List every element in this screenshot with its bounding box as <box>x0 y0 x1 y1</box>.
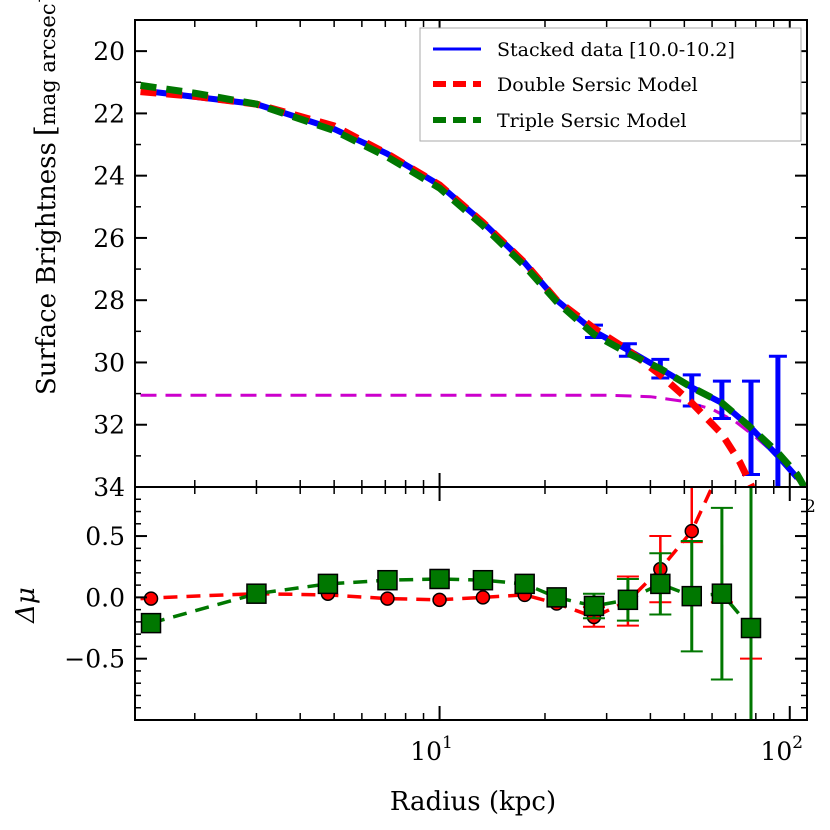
legend-box <box>419 27 802 142</box>
ytick-label: 0.0 <box>85 583 125 612</box>
triple-resid-point <box>246 583 267 604</box>
top-ylabel-unit: mag arcsec <box>36 3 60 125</box>
double-resid-point <box>380 591 395 606</box>
xtick-exp: 2 <box>792 733 803 753</box>
legend-label-triple: Triple Sersic Model <box>497 110 687 132</box>
triple-resid-point <box>429 568 450 590</box>
ytick-label: 20 <box>93 37 125 66</box>
ytick-label: 30 <box>93 348 125 377</box>
overflow-exp-label: 2 <box>805 497 816 517</box>
triple-resid-point <box>377 569 398 591</box>
top-plot-area <box>140 81 807 487</box>
triple-sersic-line <box>140 81 807 487</box>
ytick-label: 0.5 <box>85 522 125 551</box>
ytick-label: 26 <box>93 224 125 253</box>
top-panel: 20 22 24 26 28 30 32 34 <box>93 19 808 502</box>
triple-resid-point <box>583 595 605 617</box>
legend-label-double: Double Sersic Model <box>497 74 698 96</box>
ytick-label: 32 <box>93 411 125 440</box>
ytick-label: −0.5 <box>64 645 125 674</box>
xtick-base: 10 <box>410 737 442 766</box>
double-resid-point <box>684 523 700 539</box>
triple-resid-point <box>140 612 162 634</box>
legend-label-data: Stacked data [10.0-10.2] <box>497 39 735 61</box>
triple-resid-point <box>617 589 639 611</box>
ytick-label: 28 <box>93 286 125 315</box>
ytick-label: 24 <box>93 162 125 191</box>
xtick-base: 10 <box>760 737 792 766</box>
bottom-ylabel: Δμ <box>11 587 41 624</box>
outer-component-line <box>140 393 806 487</box>
xtick-label: 102 <box>760 733 803 766</box>
ytick-label: 34 <box>93 473 125 502</box>
triple-resid-point <box>514 573 535 595</box>
legend: Stacked data [10.0-10.2] Double Sersic M… <box>419 27 802 142</box>
double-resid-point <box>143 591 159 606</box>
triple-resid-point <box>472 569 494 591</box>
double-sersic-line <box>140 88 756 487</box>
bottom-plot-area <box>140 487 762 720</box>
triple-resid-point <box>650 573 671 595</box>
data-errorbar <box>768 354 787 487</box>
top-ylabel-text: Surface Brightness <box>32 142 62 395</box>
triple-resid-point <box>711 583 733 604</box>
triple-resid-point <box>681 585 703 607</box>
triple-resid-point <box>317 573 339 595</box>
double-resid-point <box>475 590 491 605</box>
top-ylabel-exp: −2 <box>30 0 48 3</box>
top-ylabel: Surface Brightness[mag arcsec−2] <box>29 0 62 395</box>
bottom-frame <box>134 486 808 721</box>
double-resid-point <box>432 592 447 608</box>
triple-resid-point <box>546 587 567 608</box>
xlabel: Radius (kpc) <box>390 787 556 817</box>
triple-resid-point <box>740 617 762 639</box>
ytick-label: 22 <box>93 99 125 128</box>
xtick-label: 101 <box>410 733 453 766</box>
stacked-data-line <box>150 88 800 480</box>
xtick-exp: 1 <box>442 733 453 753</box>
